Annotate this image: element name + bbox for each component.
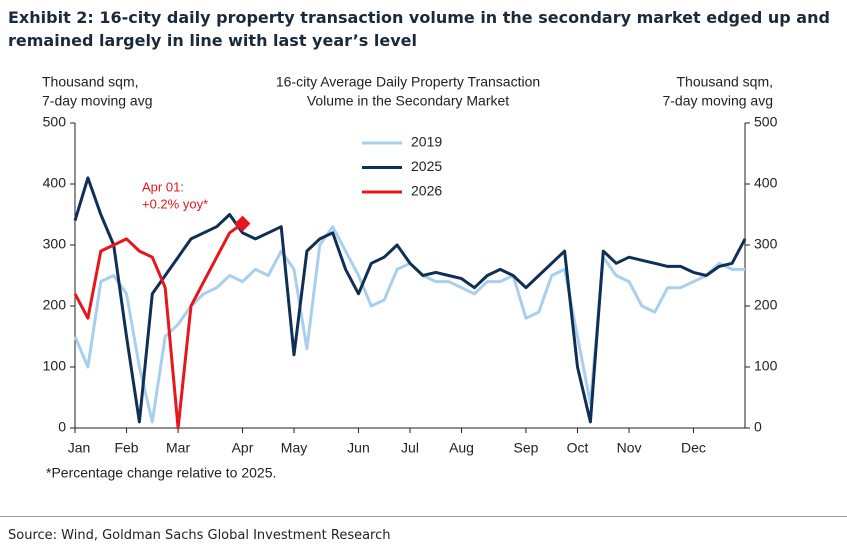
y-axis-title: 7-day moving avg — [42, 93, 153, 109]
y2-tick-label: 300 — [754, 236, 778, 252]
x-tick-label: Jul — [401, 440, 419, 456]
y-tick-label: 0 — [58, 419, 66, 435]
y2-tick-label: 0 — [754, 419, 762, 435]
y-tick-label: 100 — [43, 358, 67, 374]
series-line — [73, 176, 747, 424]
x-tick-label: May — [281, 440, 307, 456]
x-tick-label: Jun — [347, 440, 370, 456]
source: Source: Wind, Goldman Sachs Global Inves… — [8, 528, 391, 543]
y2-axis-title: 7-day moving avg — [662, 93, 773, 109]
legend-label: 2026 — [411, 183, 442, 199]
x-tick-label: Apr — [232, 440, 254, 456]
x-tick-label: Oct — [567, 440, 589, 456]
series-line — [73, 222, 244, 430]
y2-tick-label: 200 — [754, 297, 778, 313]
annotation: +0.2% yoy* — [142, 196, 208, 211]
x-tick-label: Jan — [68, 440, 91, 456]
annotation: Apr 01: — [142, 179, 184, 194]
y-tick-label: 300 — [43, 236, 67, 252]
y-tick-label: 200 — [43, 297, 67, 313]
chart-title: 16-city Average Daily Property Transacti… — [276, 74, 540, 90]
separator — [0, 516, 847, 517]
y-tick-label: 500 — [43, 114, 67, 130]
x-tick-label: Feb — [114, 440, 138, 456]
y2-tick-label: 400 — [754, 175, 778, 191]
y-tick-label: 400 — [43, 175, 67, 191]
x-tick-label: Nov — [617, 440, 642, 456]
y2-axis-title: Thousand sqm, — [677, 74, 774, 90]
x-tick-label: Mar — [166, 440, 190, 456]
legend-label: 2019 — [411, 134, 442, 150]
x-tick-label: Sep — [514, 440, 539, 456]
legend-label: 2025 — [411, 158, 442, 174]
x-tick-label: Aug — [449, 440, 474, 456]
chart-title: Volume in the Secondary Market — [307, 93, 509, 109]
footnote: *Percentage change relative to 2025. — [46, 465, 276, 481]
x-tick-label: Dec — [681, 440, 706, 456]
exhibit-title: Exhibit 2: 16-city daily property transa… — [8, 8, 830, 50]
y-axis-title: Thousand sqm, — [42, 74, 139, 90]
y2-tick-label: 100 — [754, 358, 778, 374]
chart: 16-city Average Daily Property Transacti… — [42, 74, 778, 481]
y2-tick-label: 500 — [754, 114, 778, 130]
end-marker — [234, 215, 251, 232]
